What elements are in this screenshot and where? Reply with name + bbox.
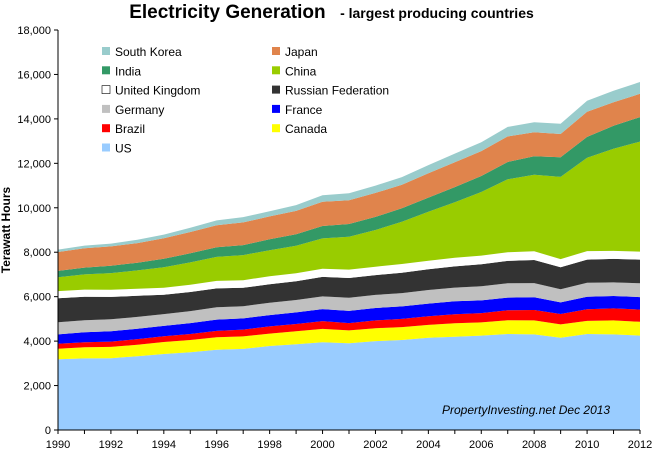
y-tick-label: 16,000 bbox=[17, 69, 51, 81]
area-china bbox=[58, 141, 640, 292]
y-tick-label: 12,000 bbox=[17, 158, 51, 170]
x-tick-label: 1992 bbox=[99, 439, 123, 451]
area-brazil bbox=[58, 308, 640, 349]
legend-swatch-germany bbox=[102, 104, 110, 113]
y-tick-label: 6,000 bbox=[23, 292, 51, 304]
area-canada bbox=[58, 320, 640, 360]
y-tick-label: 8,000 bbox=[23, 247, 51, 259]
x-tick-label: 1994 bbox=[152, 439, 176, 451]
x-tick-label: 2010 bbox=[575, 439, 599, 451]
legend-label-us: US bbox=[115, 142, 132, 156]
legend-swatch-canada bbox=[272, 124, 280, 133]
area-series-group bbox=[58, 30, 640, 430]
axes-group: 0 2,000 4,000 6,000 8,000 10,000 12,000 14,000 1… bbox=[17, 25, 652, 451]
area-japan bbox=[58, 93, 640, 271]
x-tick-label: 2012 bbox=[628, 439, 652, 451]
legend-label-brazil: Brazil bbox=[115, 122, 145, 136]
legend-label-japan: Japan bbox=[285, 45, 318, 59]
area-russian-federation bbox=[58, 258, 640, 323]
legend-swatch-russian-federation bbox=[272, 85, 280, 94]
x-tick-label: 2000 bbox=[310, 439, 334, 451]
y-axis-label: Terawatt Hours bbox=[0, 186, 13, 273]
legend-label-india: India bbox=[115, 64, 141, 78]
y-tick-label: 14,000 bbox=[17, 114, 51, 126]
legend-label-france: France bbox=[285, 103, 323, 117]
x-tick-label: 1990 bbox=[46, 439, 70, 451]
x-tick-label: 2004 bbox=[416, 439, 440, 451]
x-tick-label: 1998 bbox=[257, 439, 281, 451]
y-tick-label: 4,000 bbox=[23, 336, 51, 348]
legend-label-germany: Germany bbox=[115, 103, 164, 117]
area-france bbox=[58, 296, 640, 344]
area-united-kingdom bbox=[58, 250, 640, 299]
legend-swatch-united-kingdom bbox=[101, 85, 111, 94]
legend-swatch-south-korea bbox=[102, 47, 110, 55]
legend-label-china: China bbox=[285, 64, 317, 78]
legend-label-canada: Canada bbox=[285, 122, 327, 136]
legend-swatch-japan bbox=[272, 47, 280, 55]
chart-title: Electricity Generation - largest produci… bbox=[0, 2, 663, 24]
legend-swatch-china bbox=[272, 66, 280, 75]
y-tick-label: 2,000 bbox=[23, 381, 51, 393]
chart-subtitle: - largest producing countries bbox=[340, 5, 534, 21]
x-tick-label: 2002 bbox=[363, 439, 387, 451]
y-tick-label: 10,000 bbox=[17, 203, 51, 215]
legend-swatch-france bbox=[272, 104, 280, 113]
area-us bbox=[58, 334, 640, 430]
legend-label-united-kingdom: United Kingdom bbox=[115, 84, 200, 98]
legend-label-russian-federation: Russian Federation bbox=[285, 84, 389, 98]
legend-swatch-india bbox=[102, 66, 110, 75]
x-tick-label: 2008 bbox=[522, 439, 546, 451]
credit-annotation: PropertyInvesting.net Dec 2013 bbox=[442, 403, 610, 417]
legend: South Korea Japan India China United Kingdom… bbox=[101, 45, 389, 156]
x-tick-label: 1996 bbox=[204, 439, 228, 451]
y-tick-label: 0 bbox=[45, 425, 51, 437]
legend-label-south-korea: South Korea bbox=[115, 45, 182, 59]
y-tick-label: 18,000 bbox=[17, 25, 51, 37]
x-tick-label: 2006 bbox=[469, 439, 493, 451]
chart-title-main: Electricity Generation bbox=[129, 2, 326, 23]
legend-swatch-brazil bbox=[102, 124, 110, 133]
area-germany bbox=[58, 282, 640, 335]
legend-swatch-us bbox=[102, 143, 110, 152]
